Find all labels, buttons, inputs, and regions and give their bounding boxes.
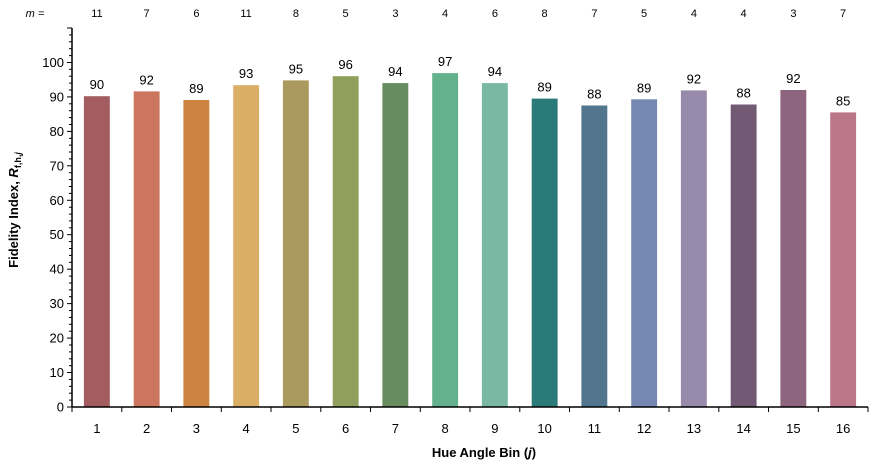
data-label-4: 93: [239, 66, 253, 81]
data-label-3: 89: [189, 81, 203, 96]
data-label-2: 92: [139, 72, 153, 87]
bar-5: [282, 80, 309, 408]
bars-group: [83, 73, 857, 408]
x-axis: 1 2 3 4 5 6 7 8 9 10 11 12 13 14 15 16: [71, 406, 869, 436]
x-tick-label-1: 1: [93, 421, 100, 436]
x-axis-title: Hue Angle Bin (j): [432, 445, 536, 460]
y-tick-label-0: 0: [57, 400, 64, 415]
bar-14: [730, 104, 757, 407]
x-tick-label-10: 10: [537, 421, 551, 436]
m-value-6: 5: [343, 8, 349, 20]
m-value-8: 4: [442, 8, 448, 20]
data-label-10: 89: [537, 80, 551, 95]
bar-11: [581, 105, 608, 407]
data-label-11: 88: [587, 87, 601, 102]
data-label-9: 94: [488, 64, 502, 79]
bar-4: [233, 85, 260, 407]
x-tick-label-4: 4: [242, 421, 249, 436]
m-value-7: 3: [392, 8, 398, 20]
data-label-12: 89: [637, 80, 651, 95]
m-value-2: 7: [144, 8, 150, 20]
x-tick-label-3: 3: [193, 421, 200, 436]
bar-6: [332, 76, 359, 407]
m-value-3: 6: [193, 8, 199, 20]
y-tick-label-50: 50: [50, 227, 64, 242]
x-tick-label-13: 13: [687, 421, 701, 436]
x-tick-label-8: 8: [441, 421, 448, 436]
x-tick-label-16: 16: [836, 421, 850, 436]
bar-13: [680, 90, 707, 408]
data-label-13: 92: [687, 71, 701, 86]
y-axis: 0 10 20 30 40 50 60 70 80 90 100: [42, 27, 73, 415]
x-tick-label-5: 5: [292, 421, 299, 436]
data-label-1: 90: [90, 77, 104, 92]
data-label-6: 96: [338, 57, 352, 72]
m-prefix-label: m =: [26, 8, 45, 20]
bar-15: [780, 90, 807, 407]
y-tick-label-30: 30: [50, 296, 64, 311]
m-value-10: 8: [542, 8, 548, 20]
y-tick-label-10: 10: [50, 365, 64, 380]
m-value-4: 11: [240, 8, 251, 20]
data-label-14: 88: [736, 86, 750, 101]
x-tick-label-11: 11: [588, 421, 602, 436]
bar-1: [83, 96, 110, 407]
m-value-5: 8: [293, 8, 299, 20]
bar-12: [631, 99, 658, 408]
m-value-13: 4: [691, 8, 697, 20]
data-label-15: 92: [786, 71, 800, 86]
y-tick-label-20: 20: [50, 331, 64, 346]
y-tick-label-40: 40: [50, 262, 64, 277]
bar-10: [531, 98, 558, 407]
data-label-7: 94: [388, 64, 402, 79]
x-tick-label-9: 9: [491, 421, 498, 436]
m-value-12: 5: [641, 8, 647, 20]
x-tick-label-2: 2: [143, 421, 150, 436]
data-label-8: 97: [438, 54, 452, 69]
x-tick-label-12: 12: [637, 421, 651, 436]
y-axis-title: Fidelity Index, Rf,h,j: [6, 152, 23, 268]
x-tick-label-6: 6: [342, 421, 349, 436]
m-count-row: m = 11 7 6 11 8 5 3 4 6 8 7 5 4 4 3 7: [26, 8, 846, 20]
bar-8: [432, 73, 459, 407]
m-value-16: 7: [840, 8, 846, 20]
m-value-9: 6: [492, 8, 498, 20]
y-tick-label-80: 80: [50, 124, 64, 139]
y-tick-label-60: 60: [50, 193, 64, 208]
m-value-14: 4: [741, 8, 747, 20]
y-tick-label-100: 100: [42, 55, 64, 70]
bar-3: [183, 100, 210, 407]
y-tick-label-90: 90: [50, 89, 64, 104]
x-tick-label-7: 7: [392, 421, 399, 436]
x-tick-label-14: 14: [736, 421, 750, 436]
m-value-1: 11: [91, 8, 102, 20]
bar-7: [382, 83, 409, 407]
data-labels-group: 90 92 89 93 95 96 94 97 94 89 88 89 92 88 92 85: [90, 54, 851, 108]
m-value-15: 3: [790, 8, 796, 20]
data-label-16: 85: [836, 93, 850, 108]
m-value-11: 7: [591, 8, 597, 20]
y-tick-label-70: 70: [50, 158, 64, 173]
bar-2: [133, 91, 160, 408]
bar-9: [481, 83, 508, 407]
x-tick-label-15: 15: [786, 421, 800, 436]
data-label-5: 95: [289, 61, 303, 76]
bar-16: [830, 112, 857, 408]
